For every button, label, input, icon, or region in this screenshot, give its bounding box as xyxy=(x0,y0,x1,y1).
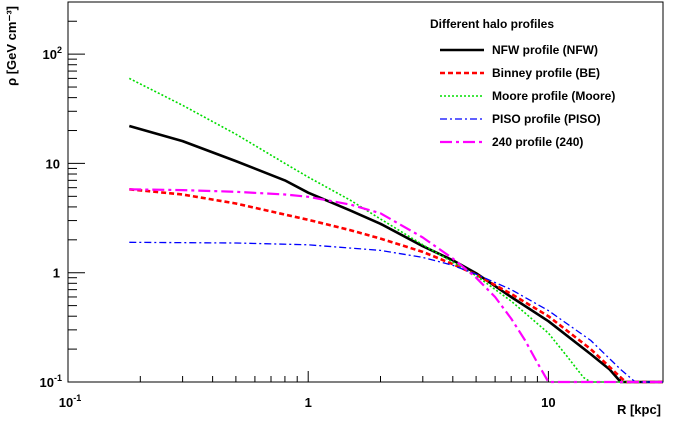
legend-entry-label: Binney profile (BE) xyxy=(492,66,600,80)
legend-title: Different halo profiles xyxy=(430,17,554,31)
y-tick-label: 10-1 xyxy=(40,373,62,390)
y-tick-label: 10 xyxy=(46,156,60,171)
x-tick-label-exponent: -1 xyxy=(73,393,81,403)
y-tick-label-exponent: -1 xyxy=(54,373,62,383)
y-tick-label-base: 10 xyxy=(43,47,57,62)
series-line xyxy=(129,188,663,384)
x-axis-title: R [kpc] xyxy=(617,402,661,417)
series-line xyxy=(128,77,663,383)
legend-entry-label: Moore profile (Moore) xyxy=(492,89,615,103)
x-tick-label: 1 xyxy=(305,395,312,410)
x-tick-label: 10 xyxy=(541,395,555,410)
x-axis-ticks: 10-1 1 10 xyxy=(59,371,664,410)
y-tick-label: 102 xyxy=(43,45,62,62)
legend-entries: NFW profile (NFW) Binney profile (BE) Moor… xyxy=(440,43,615,149)
legend-entry-label: NFW profile (NFW) xyxy=(492,43,598,57)
legend-entry-label: PISO profile (PISO) xyxy=(492,112,601,126)
y-tick-label-base: 10 xyxy=(40,375,54,390)
y-axis-title: ρ [GeV cm⁻³] xyxy=(4,6,19,86)
series-line xyxy=(129,241,663,383)
plot-frame xyxy=(67,1,664,383)
legend: Different halo profiles NFW profile (NFW… xyxy=(430,17,615,149)
y-tick-label: 1 xyxy=(53,266,60,281)
series-line xyxy=(129,188,663,384)
x-tick-label: 10-1 xyxy=(59,393,81,410)
y-tick-label-exponent: 2 xyxy=(57,45,62,55)
legend-entry-label: 240 profile (240) xyxy=(492,135,583,149)
series-line xyxy=(128,124,663,384)
x-tick-label-base: 10 xyxy=(59,395,73,410)
series-layer xyxy=(128,77,663,384)
